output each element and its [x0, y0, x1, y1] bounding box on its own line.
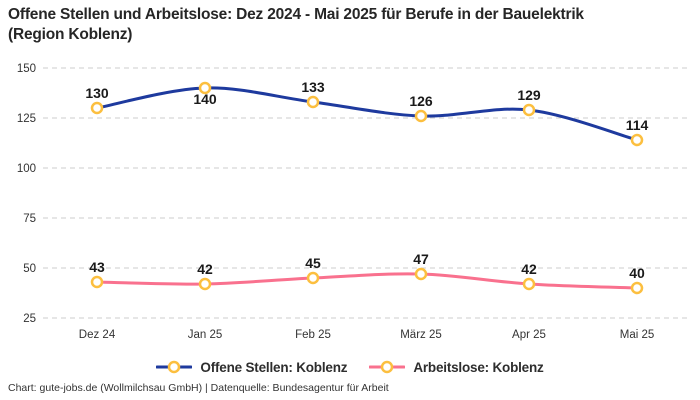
- data-label: 40: [629, 265, 645, 281]
- data-point: [630, 133, 644, 147]
- x-tick-label: Jan 25: [188, 329, 223, 341]
- data-label: 42: [521, 261, 537, 277]
- x-tick-label: Apr 25: [512, 329, 546, 341]
- legend-item-offene-stellen[interactable]: Offene Stellen: Koblenz: [156, 359, 348, 375]
- data-point: [90, 101, 104, 115]
- attribution-footer: Chart: gute-jobs.de (Wollmilchsau GmbH) …: [8, 382, 389, 394]
- data-point: [198, 277, 212, 291]
- series-line: [95, 86, 639, 142]
- data-point: [522, 103, 536, 117]
- x-tick-label: Dez 24: [79, 329, 116, 341]
- data-point: [306, 271, 320, 285]
- data-label: 114: [626, 117, 649, 133]
- data-label: 43: [89, 259, 105, 275]
- y-tick-label: 100: [17, 163, 36, 175]
- series-line: [95, 272, 639, 290]
- x-tick-label: Mai 25: [620, 329, 655, 341]
- data-label: 47: [413, 251, 429, 267]
- line-chart-canvas: 25 50 75 100 125 150 Dez 24 Jan 25 Feb 25 März 25…: [17, 63, 691, 341]
- data-label: 45: [305, 255, 321, 271]
- data-point: [306, 95, 320, 109]
- data-label: 129: [517, 87, 541, 103]
- chart-legend: Offene Stellen: Koblenz Arbeitslose: Kob…: [0, 354, 700, 380]
- chart-title: Offene Stellen und Arbeitslose: Dez 2024…: [8, 6, 584, 43]
- data-point: [198, 81, 212, 95]
- data-label: 130: [85, 85, 109, 101]
- x-tick-label: Feb 25: [295, 329, 331, 341]
- y-tick-label: 150: [17, 63, 36, 75]
- data-label: 133: [301, 79, 325, 95]
- data-point: [414, 109, 428, 123]
- legend-line-marker-icon: [156, 360, 193, 374]
- data-point: [630, 281, 644, 295]
- data-label: 126: [409, 93, 433, 109]
- legend-item-arbeitslose[interactable]: Arbeitslose: Koblenz: [369, 359, 544, 375]
- legend-label-offene-stellen: Offene Stellen: Koblenz: [200, 359, 348, 375]
- legend-line-marker-icon: [369, 360, 406, 374]
- data-point: [522, 277, 536, 291]
- x-tick-label: März 25: [400, 329, 442, 341]
- data-point: [90, 275, 104, 289]
- y-tick-label: 25: [23, 313, 36, 325]
- data-label: 140: [193, 91, 217, 107]
- data-point: [414, 267, 428, 281]
- y-tick-label: 50: [23, 263, 36, 275]
- legend-label-arbeitslose: Arbeitslose: Koblenz: [413, 359, 544, 375]
- y-tick-label: 125: [17, 113, 36, 125]
- y-tick-label: 75: [23, 213, 36, 225]
- data-label: 42: [197, 261, 213, 277]
